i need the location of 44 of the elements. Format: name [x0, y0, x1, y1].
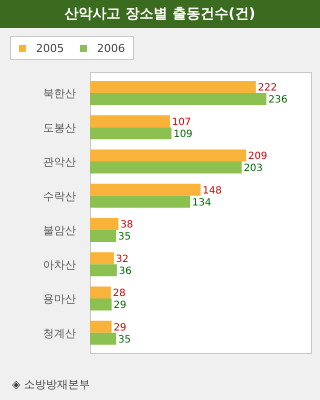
bar	[90, 115, 170, 128]
legend-label: 2005	[35, 42, 64, 54]
data-label: 32	[116, 254, 129, 265]
bar	[90, 286, 111, 298]
data-label: 109	[173, 128, 193, 140]
bar	[90, 162, 242, 174]
y-tick-label: 용마산	[43, 292, 76, 306]
data-label: 29	[114, 300, 126, 312]
y-tick-label: 아차산	[43, 258, 76, 272]
data-label: 236	[268, 94, 288, 106]
y-tick-label: 수락산	[43, 190, 76, 203]
y-tick-label: 불암산	[43, 224, 76, 238]
data-label: 35	[118, 334, 131, 346]
bar	[90, 127, 172, 140]
bar	[90, 81, 256, 93]
bar	[90, 332, 116, 345]
bar	[90, 252, 114, 264]
y-tick-label: 관악산	[43, 156, 76, 169]
bar	[90, 230, 116, 242]
data-label: 38	[120, 220, 134, 231]
chart-title: 산악사고 장소별 출동건수(건)	[0, 0, 320, 28]
bar	[90, 150, 246, 162]
bar	[90, 264, 117, 276]
data-label: 222	[258, 82, 277, 94]
bar	[90, 184, 201, 196]
data-label: 29	[114, 322, 126, 334]
bar	[90, 218, 118, 230]
data-label: 36	[118, 266, 132, 277]
bar	[90, 196, 190, 208]
bar	[90, 320, 112, 333]
data-label: 28	[112, 288, 126, 300]
data-label: 107	[172, 116, 192, 128]
y-tick-label: 북한산	[43, 87, 76, 100]
data-label: 203	[244, 163, 263, 174]
y-tick-label: 청계산	[43, 326, 76, 340]
data-label: 209	[248, 151, 268, 162]
data-label: 35	[118, 232, 131, 243]
legend-label: 2006	[96, 42, 125, 54]
data-label: 134	[192, 197, 212, 208]
y-tick-label: 도봉산	[43, 121, 76, 134]
data-label: 148	[202, 185, 222, 196]
text: ◈ 소방방재본부	[12, 377, 90, 392]
bar	[90, 298, 112, 310]
bar	[90, 93, 266, 105]
